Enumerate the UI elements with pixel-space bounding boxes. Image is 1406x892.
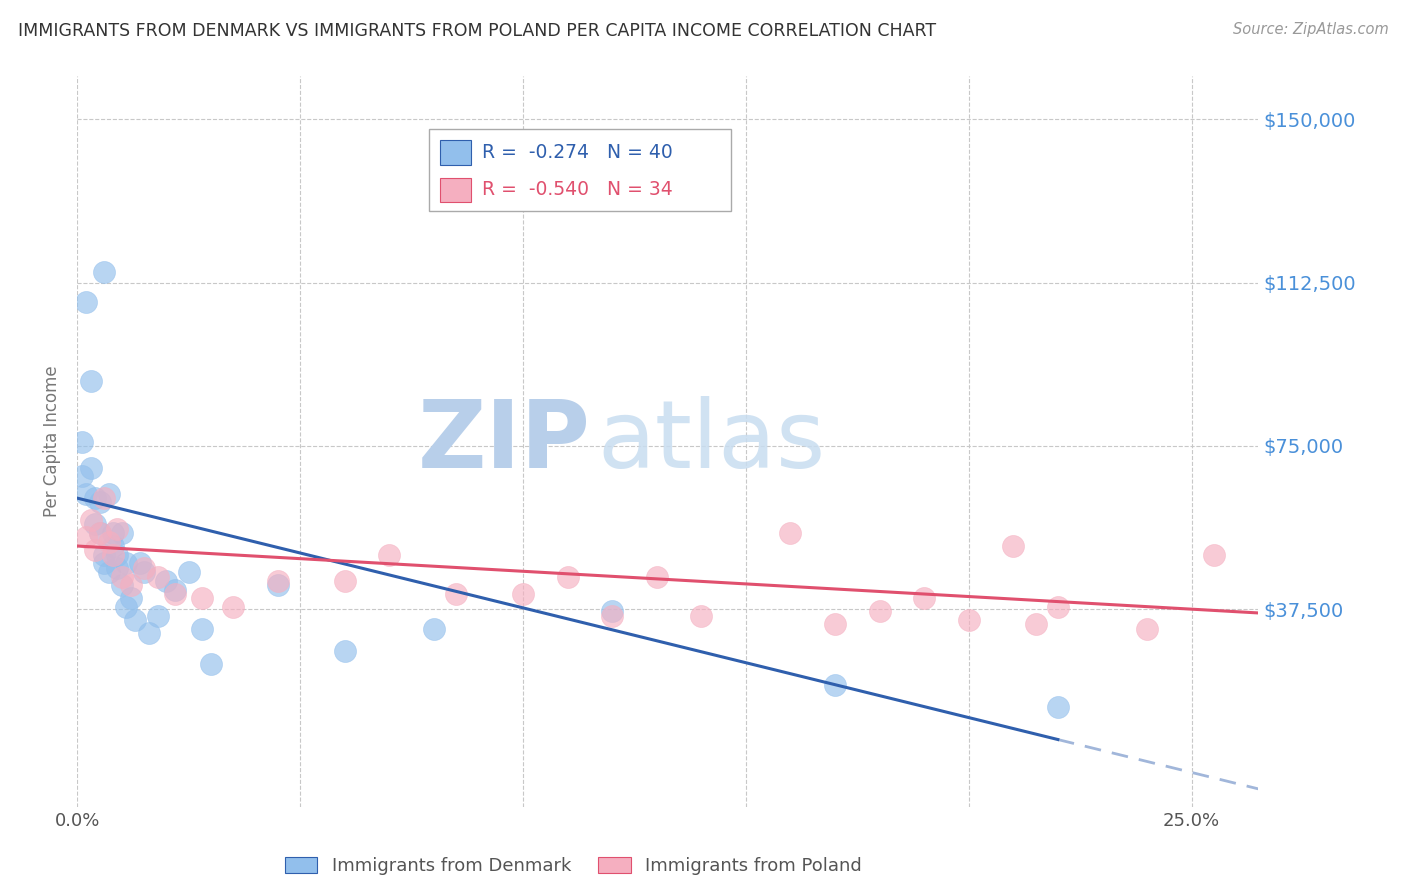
Point xyxy=(93,548,115,562)
Point xyxy=(444,587,467,601)
Point xyxy=(645,569,668,583)
Y-axis label: Per Capita Income: Per Capita Income xyxy=(44,366,62,517)
Text: ZIP: ZIP xyxy=(418,395,591,488)
Point xyxy=(101,548,124,562)
Point xyxy=(89,495,111,509)
Point xyxy=(333,643,356,657)
Point xyxy=(1046,700,1069,714)
Point xyxy=(75,295,97,310)
Point xyxy=(138,626,160,640)
Point xyxy=(120,591,142,606)
Point xyxy=(779,525,801,540)
Point xyxy=(957,613,980,627)
Point xyxy=(267,578,290,592)
Point xyxy=(107,548,129,562)
Point xyxy=(134,561,156,575)
Point xyxy=(134,565,156,579)
Text: R =  -0.274   N = 40: R = -0.274 N = 40 xyxy=(482,143,673,162)
Point xyxy=(93,491,115,505)
Point xyxy=(912,591,935,606)
Point xyxy=(267,574,290,588)
Point xyxy=(869,604,891,618)
Point xyxy=(115,599,138,614)
Point xyxy=(84,491,107,505)
Point xyxy=(97,565,120,579)
Point xyxy=(824,678,846,692)
Point xyxy=(70,434,93,449)
Text: atlas: atlas xyxy=(598,395,825,488)
Text: IMMIGRANTS FROM DENMARK VS IMMIGRANTS FROM POLAND PER CAPITA INCOME CORRELATION : IMMIGRANTS FROM DENMARK VS IMMIGRANTS FR… xyxy=(18,22,936,40)
Text: Source: ZipAtlas.com: Source: ZipAtlas.com xyxy=(1233,22,1389,37)
Point xyxy=(690,608,713,623)
Point xyxy=(101,539,124,553)
Point xyxy=(124,613,146,627)
Point xyxy=(1202,548,1225,562)
Point xyxy=(89,525,111,540)
Point xyxy=(1046,599,1069,614)
Point xyxy=(165,587,187,601)
Point xyxy=(70,469,93,483)
Point xyxy=(191,591,214,606)
Point xyxy=(97,534,120,549)
Point xyxy=(600,608,623,623)
Point xyxy=(120,578,142,592)
Point xyxy=(84,543,107,558)
Point xyxy=(75,487,97,501)
Point xyxy=(378,548,401,562)
Point xyxy=(93,557,115,571)
Point xyxy=(557,569,579,583)
Point xyxy=(80,374,103,388)
Point xyxy=(1002,539,1025,553)
Point xyxy=(191,622,214,636)
Point xyxy=(1136,622,1159,636)
Point xyxy=(111,569,134,583)
Point xyxy=(93,265,115,279)
Point xyxy=(146,608,169,623)
Point xyxy=(80,460,103,475)
Point xyxy=(128,557,150,571)
Point xyxy=(1025,617,1047,632)
Point xyxy=(111,578,134,592)
Legend: Immigrants from Denmark, Immigrants from Poland: Immigrants from Denmark, Immigrants from… xyxy=(277,850,869,882)
Point xyxy=(200,657,222,671)
Point xyxy=(824,617,846,632)
Point xyxy=(177,565,200,579)
Point xyxy=(222,599,245,614)
Point xyxy=(89,525,111,540)
Point xyxy=(115,557,138,571)
Point xyxy=(101,525,124,540)
Point xyxy=(111,525,134,540)
Point xyxy=(80,513,103,527)
Point xyxy=(97,487,120,501)
Point xyxy=(146,569,169,583)
Point xyxy=(600,604,623,618)
Point xyxy=(84,517,107,532)
Point xyxy=(155,574,177,588)
Point xyxy=(107,561,129,575)
Point xyxy=(75,530,97,544)
Text: R =  -0.540   N = 34: R = -0.540 N = 34 xyxy=(482,180,673,200)
Point xyxy=(423,622,446,636)
Point xyxy=(333,574,356,588)
Point xyxy=(107,522,129,536)
Point xyxy=(165,582,187,597)
Point xyxy=(512,587,534,601)
